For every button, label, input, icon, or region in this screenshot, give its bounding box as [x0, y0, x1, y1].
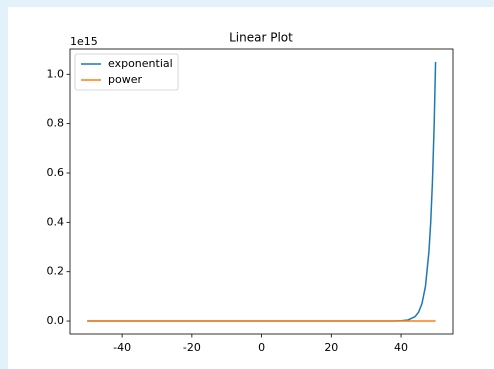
x-tick-label: 0	[258, 341, 265, 354]
legend-label: power	[108, 73, 142, 86]
y-tick-label: 0.8	[47, 117, 65, 130]
y-tick-label: 1.0	[47, 67, 65, 80]
x-tick-label: -20	[183, 341, 201, 354]
y-tick-label: 0.0	[47, 314, 65, 327]
legend-label: exponential	[108, 57, 173, 70]
chart-title: Linear Plot	[229, 31, 293, 45]
x-tick-label: 20	[324, 341, 338, 354]
y-tick-label: 0.4	[47, 215, 65, 228]
y-tick-label: 0.6	[47, 166, 65, 179]
legend-box	[74, 53, 179, 91]
axes-frame	[69, 48, 454, 335]
y-tick-label: 0.2	[47, 265, 65, 278]
x-tick-label: -40	[113, 341, 131, 354]
y-offset-label: 1e15	[70, 35, 98, 48]
x-tick-label: 40	[394, 341, 408, 354]
